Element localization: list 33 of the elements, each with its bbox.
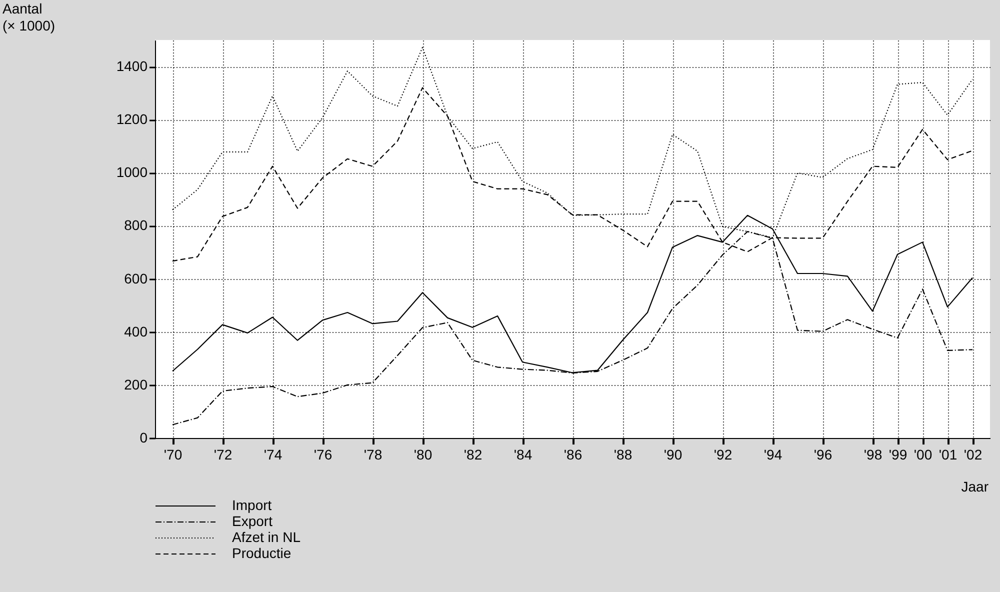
- y-tick-label: 0: [140, 430, 148, 446]
- x-tick-label: '76: [314, 446, 332, 462]
- legend-label: Import: [232, 497, 272, 513]
- y-tick-label: 1200: [116, 111, 148, 128]
- x-tick-label: '74: [264, 446, 282, 462]
- x-tick-label: '92: [714, 446, 732, 462]
- y-tick-label: 1400: [116, 58, 148, 74]
- legend-label: Export: [232, 513, 273, 529]
- y-axis-title: Aantal (× 1000): [2, 0, 56, 34]
- x-tick-label: '82: [464, 446, 482, 462]
- legend-label: Afzet in NL: [232, 529, 301, 545]
- y-tick-label: 400: [124, 323, 148, 340]
- x-tick-label: '02: [964, 446, 982, 462]
- x-tick-label: '78: [364, 446, 382, 462]
- x-tick-label: '88: [614, 446, 632, 462]
- x-tick-label: '94: [764, 446, 782, 462]
- x-tick-label: '90: [664, 446, 682, 462]
- x-tick-label: '98: [864, 446, 882, 462]
- x-tick-label: '99: [888, 446, 908, 462]
- y-tick-label: 600: [124, 270, 148, 286]
- x-tick-label: '96: [814, 446, 832, 462]
- x-tick-label: '80: [414, 446, 432, 462]
- x-tick-label: '84: [514, 446, 532, 462]
- y-tick-label: 800: [124, 217, 148, 234]
- x-tick-label: '01: [938, 446, 958, 462]
- x-tick-label: '70: [164, 446, 182, 462]
- x-tick-label: '72: [214, 446, 232, 462]
- x-axis-title: Jaar: [961, 478, 989, 494]
- legend-label: Productie: [232, 545, 292, 561]
- x-tick-label: '00: [914, 446, 932, 462]
- x-tick-label: '86: [564, 446, 582, 462]
- y-tick-label: 1000: [116, 164, 148, 180]
- y-tick-label: 200: [124, 376, 148, 392]
